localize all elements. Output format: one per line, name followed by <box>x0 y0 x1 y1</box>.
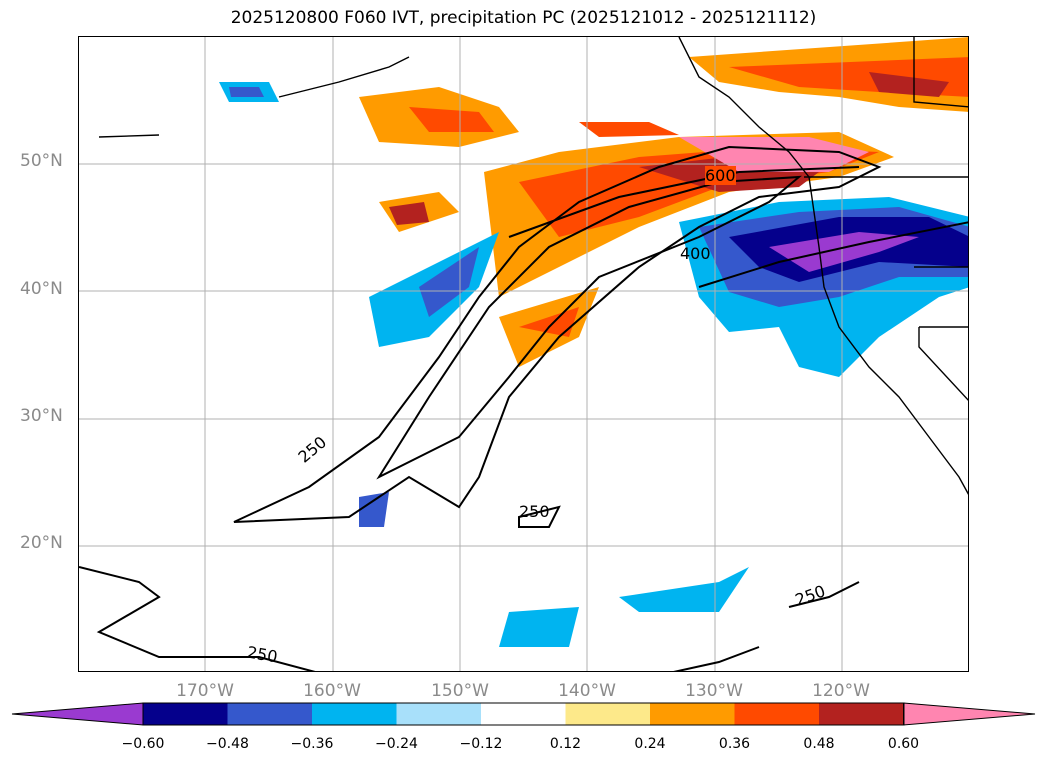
ivt-label-600: 600 <box>705 166 736 185</box>
ivt-label-250-b: 250 <box>519 502 550 521</box>
lon-label-130w: 130°W <box>685 681 743 701</box>
colorbar-border <box>142 702 905 726</box>
ivt-label-400: 400 <box>680 244 711 263</box>
colorbar-segment <box>481 703 566 725</box>
lon-label-150w: 150°W <box>431 681 489 701</box>
colorbar-segment <box>227 703 313 725</box>
map-title: 2025120800 F060 IVT, precipitation PC (2… <box>230 8 817 28</box>
lat-label-20n: 20°N <box>20 533 63 553</box>
colorbar-tick-label: −0.48 <box>206 736 249 752</box>
coastlines <box>98 37 968 495</box>
colorbar-tick-label: −0.60 <box>121 736 165 752</box>
colorbar-tick-label: 0.12 <box>549 736 582 752</box>
colorbar-tick-label: 0.36 <box>718 736 751 752</box>
colorbar-segment <box>650 703 735 725</box>
lon-label-120w: 120°W <box>812 681 870 701</box>
colorbar-tick-label: 0.24 <box>634 736 666 752</box>
colorbar-segment <box>143 703 228 725</box>
colorbar <box>11 702 1036 726</box>
colorbar-segments <box>11 702 1036 726</box>
colorbar-segment <box>312 703 397 725</box>
colorbar-segment <box>819 703 904 725</box>
lon-label-170w: 170°W <box>176 681 234 701</box>
lon-label-140w: 140°W <box>558 681 616 701</box>
lat-label-40n: 40°N <box>20 279 63 299</box>
gridlines <box>79 37 968 671</box>
colorbar-segment <box>565 703 651 725</box>
colorbar-tick-label: 0.48 <box>803 736 835 752</box>
lon-label-160w: 160°W <box>303 681 361 701</box>
colorbar-segment <box>734 703 820 725</box>
colorbar-tick-label: −0.24 <box>375 736 418 752</box>
map-panel <box>78 36 969 672</box>
lat-label-50n: 50°N <box>20 151 63 171</box>
map-svg <box>79 37 968 671</box>
ivt-contours <box>79 145 968 671</box>
lat-label-30n: 30°N <box>20 406 63 426</box>
colorbar-extend-low <box>11 702 144 726</box>
colorbar-extend-high <box>903 702 1036 726</box>
colorbar-tick-label: −0.12 <box>459 736 503 752</box>
colorbar-segment <box>396 703 482 725</box>
colorbar-tick-label: −0.36 <box>290 736 334 752</box>
colorbar-tick-label: 0.60 <box>887 736 920 752</box>
